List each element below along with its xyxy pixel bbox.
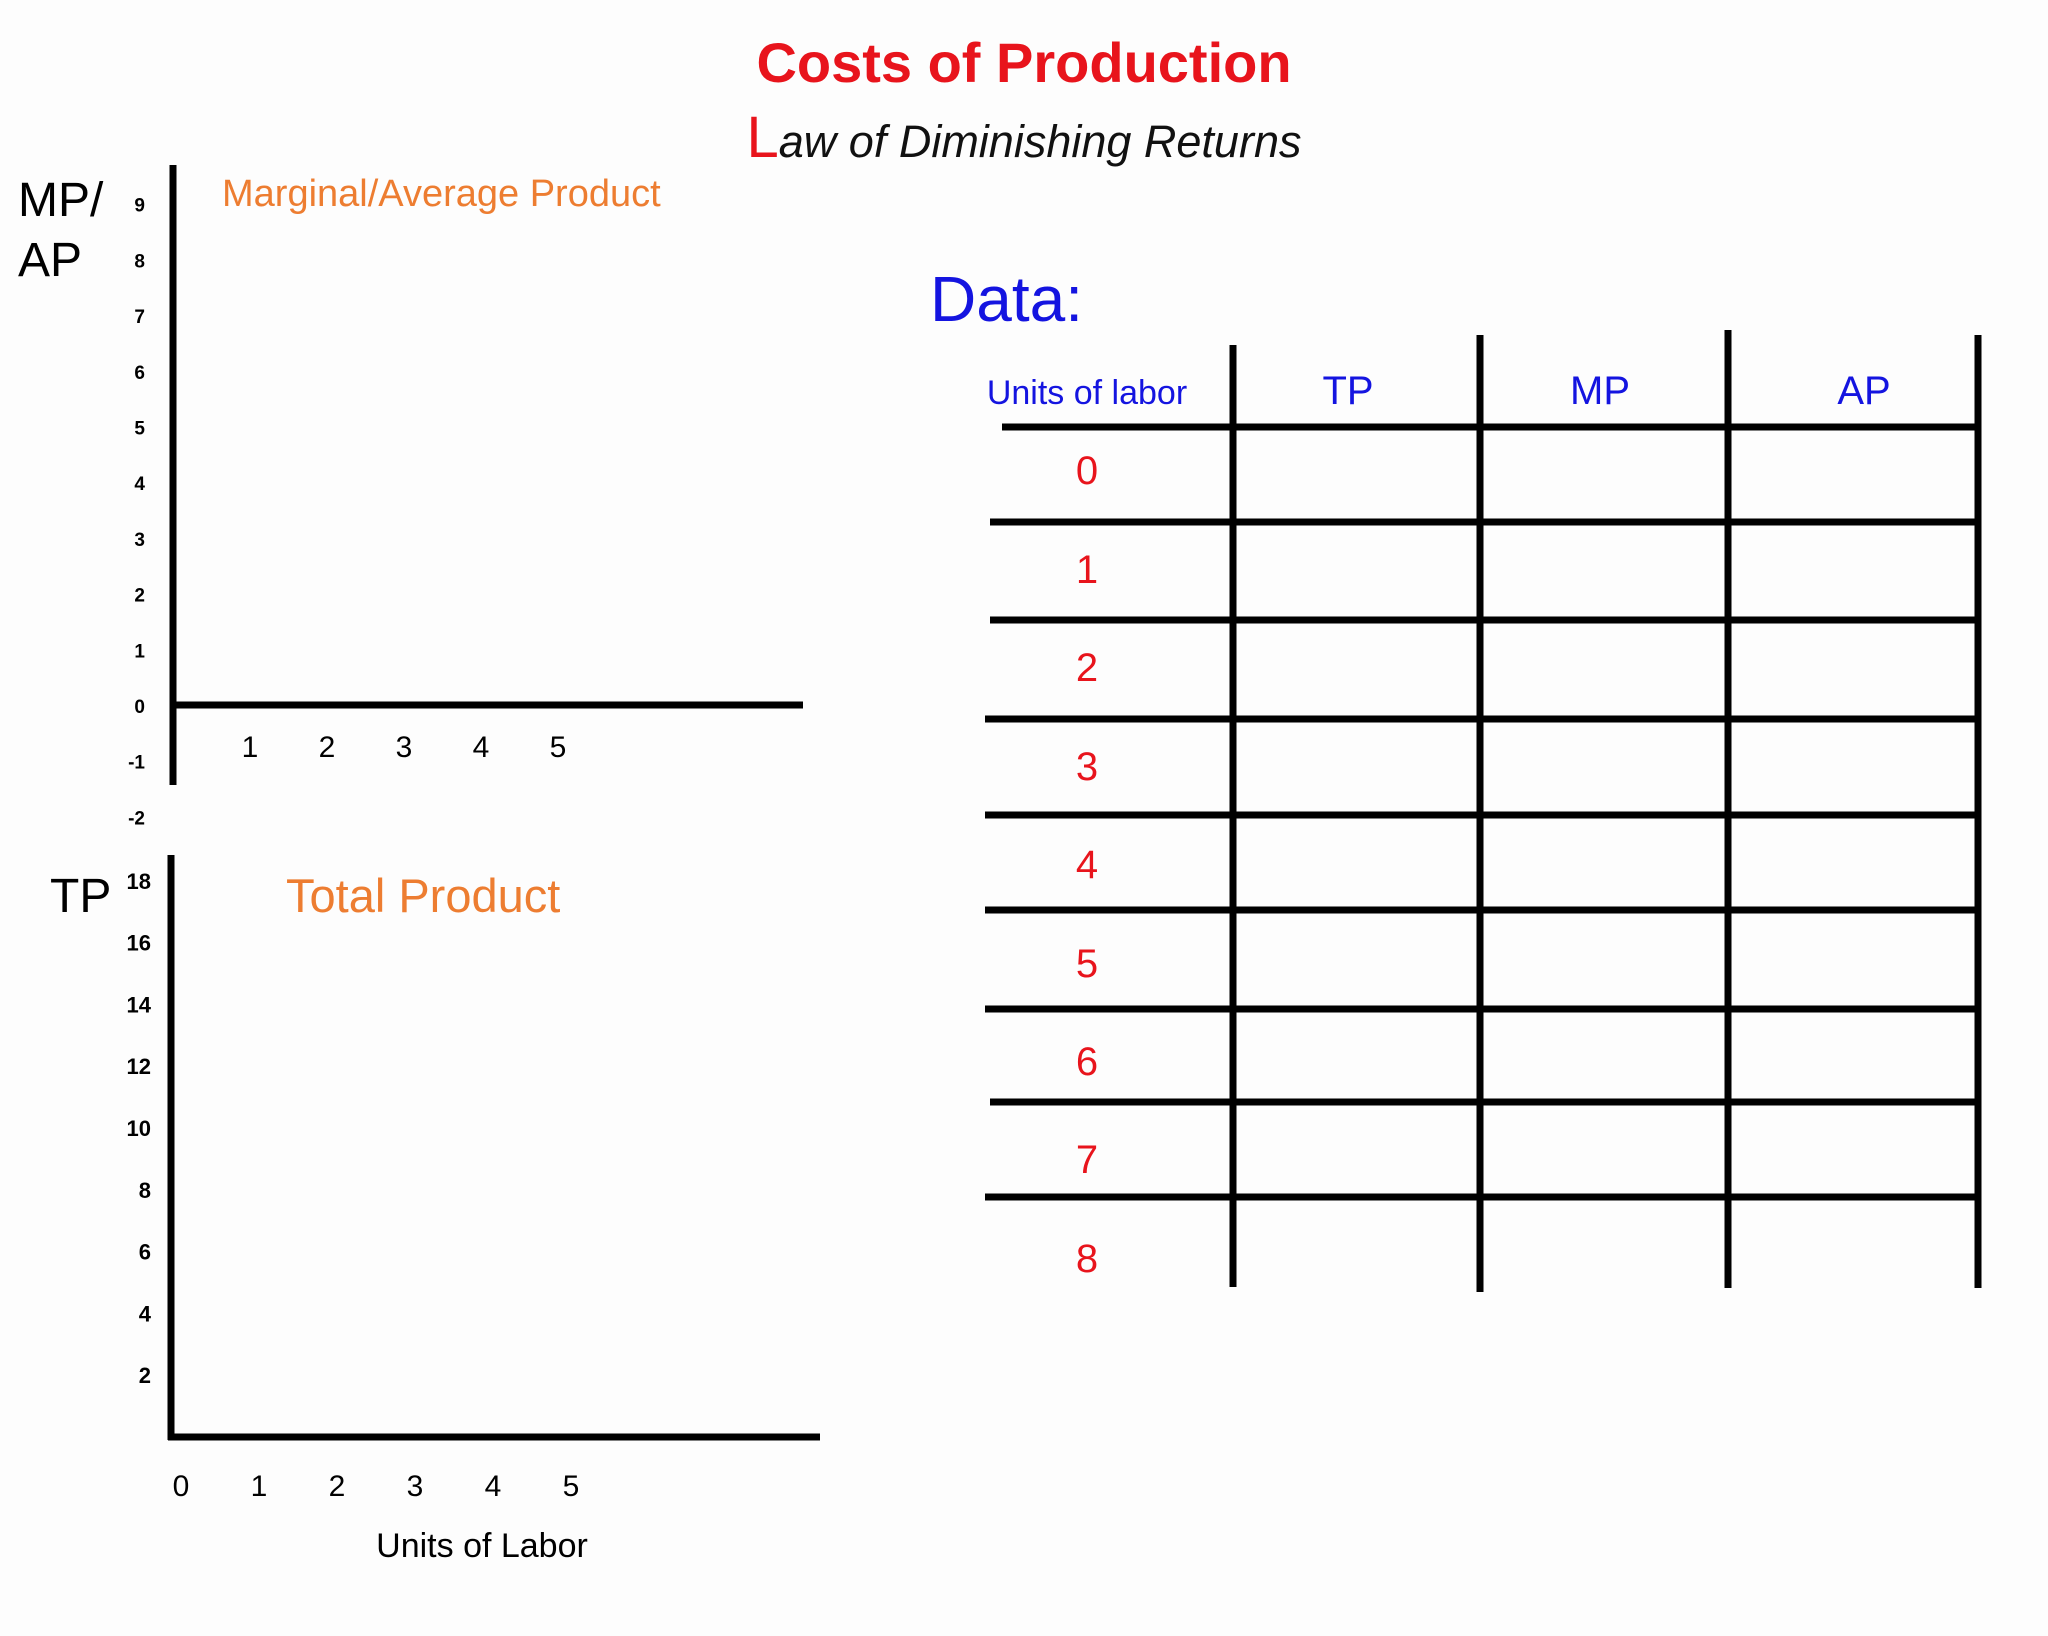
- data-heading: Data:: [930, 263, 1083, 335]
- table-labor-value: 3: [1076, 745, 1098, 789]
- tp-y-tick-label: 16: [127, 931, 151, 956]
- tp-y-axis-label: TP: [50, 870, 111, 923]
- tp-x-tick-label: 3: [407, 1470, 424, 1503]
- tp-y-tick-label: 12: [127, 1054, 151, 1079]
- mpap-chart-title: Marginal/Average Product: [222, 173, 661, 215]
- tp-x-tick-label: 5: [563, 1470, 580, 1503]
- mpap-y-tick-label: -1: [128, 753, 145, 774]
- tp-x-tick-label: 0: [173, 1470, 190, 1503]
- mpap-y-axis-label: MP/: [18, 174, 104, 227]
- mpap-y-tick-label: 4: [134, 474, 145, 495]
- mpap-x-tick-label: 5: [550, 731, 567, 764]
- tp-x-axis-label: Units of Labor: [376, 1527, 588, 1565]
- mpap-x-tick-label: 4: [473, 731, 490, 764]
- table-column-header: Units of labor: [987, 374, 1187, 412]
- table-column-header: MP: [1570, 369, 1630, 413]
- tp-y-tick-label: 2: [139, 1363, 151, 1388]
- table-labor-value: 6: [1076, 1040, 1098, 1084]
- tp-chart-title: Total Product: [286, 869, 560, 922]
- table-labor-value: 1: [1076, 548, 1098, 592]
- mpap-y-tick-label: 8: [134, 251, 145, 272]
- page-subtitle: Law of Diminishing Returns: [0, 104, 2048, 171]
- mpap-y-tick-label: -2: [128, 808, 145, 829]
- table-column-header: AP: [1837, 369, 1890, 413]
- table-labor-value: 4: [1076, 843, 1098, 887]
- tp-x-tick-label: 2: [329, 1470, 346, 1503]
- mpap-y-tick-label: 2: [134, 586, 145, 607]
- tp-y-tick-label: 14: [127, 992, 152, 1017]
- mpap-y-axis-label: AP: [18, 234, 82, 287]
- table-column-header: TP: [1322, 369, 1373, 413]
- tp-y-tick-label: 4: [139, 1301, 152, 1326]
- table-labor-value: 8: [1076, 1237, 1098, 1281]
- table-labor-value: 7: [1076, 1138, 1098, 1182]
- subtitle-initial: L: [746, 105, 779, 170]
- tp-y-tick-label: 10: [127, 1116, 151, 1141]
- mpap-y-tick-label: 6: [134, 363, 145, 384]
- mpap-x-tick-label: 1: [242, 731, 259, 764]
- mpap-y-tick-label: 9: [134, 196, 145, 217]
- table-labor-value: 5: [1076, 942, 1098, 986]
- tp-y-tick-label: 6: [139, 1240, 151, 1265]
- tp-x-tick-label: 1: [251, 1470, 268, 1503]
- mpap-y-tick-label: 0: [134, 697, 145, 718]
- table-labor-value: 2: [1076, 646, 1098, 690]
- mpap-y-tick-label: 1: [134, 641, 145, 662]
- mpap-y-tick-label: 5: [134, 419, 145, 440]
- mpap-y-tick-label: 7: [134, 307, 145, 328]
- tp-y-tick-label: 18: [127, 869, 151, 894]
- subtitle-rest: aw of Diminishing Returns: [778, 116, 1302, 167]
- tp-y-tick-label: 8: [139, 1178, 151, 1203]
- mpap-y-tick-label: 3: [134, 530, 145, 551]
- mpap-x-tick-label: 2: [319, 731, 336, 764]
- table-labor-value: 0: [1076, 449, 1098, 493]
- tp-x-tick-label: 4: [485, 1470, 502, 1503]
- mpap-x-tick-label: 3: [396, 731, 413, 764]
- page-title: Costs of Production: [756, 31, 1292, 94]
